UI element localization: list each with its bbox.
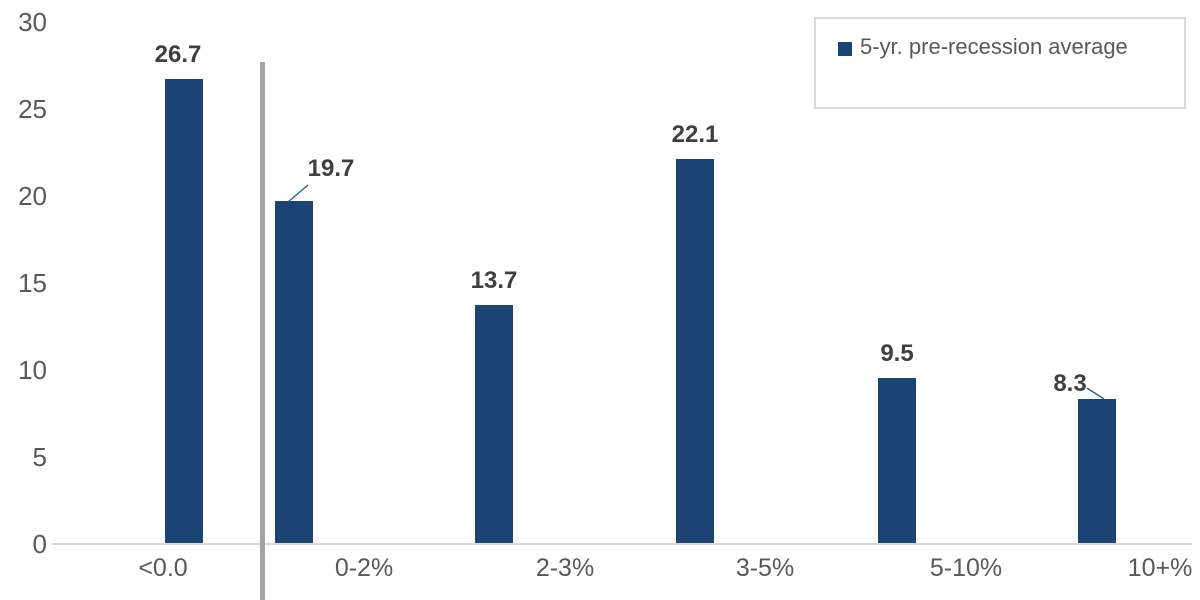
legend-series-marker-icon: [838, 42, 852, 56]
x-axis-category-label: 2-3%: [535, 554, 595, 582]
y-axis-tick-label: 25: [18, 93, 47, 124]
bar: [1078, 399, 1116, 544]
vertical-divider-line: [260, 62, 265, 600]
y-axis-tick-label: 30: [18, 6, 47, 37]
bar: [165, 78, 203, 544]
bar-value-label: 22.1: [671, 120, 719, 148]
y-axis-tick-label: 10: [18, 354, 47, 385]
bar-value-label: 9.5: [880, 340, 914, 368]
bar: [676, 158, 714, 544]
bar-value-label: 19.7: [307, 155, 355, 182]
legend: 5-yr. pre-recession average: [814, 17, 1186, 109]
x-axis-category-label: <0.0: [138, 554, 188, 582]
x-axis-category-label: 0-2%: [334, 554, 394, 582]
x-axis-line: [52, 543, 1192, 545]
x-axis-category-label: 10+%: [1127, 554, 1193, 582]
bar: [475, 305, 513, 544]
x-axis-category-label: 3-5%: [735, 554, 795, 582]
legend-label: 5-yr. pre-recession average: [860, 34, 1128, 59]
x-axis-category-label: 5-10%: [929, 554, 1003, 582]
bar-value-label: 8.3: [1053, 370, 1087, 397]
y-axis-tick-label: 15: [18, 267, 47, 298]
bar: [275, 200, 313, 544]
y-axis-tick-label: 5: [32, 441, 47, 472]
y-axis-tick-label: 20: [18, 180, 47, 211]
bar-value-label: 13.7: [470, 267, 518, 295]
bar: [878, 378, 916, 544]
bar-value-label: 26.7: [154, 40, 202, 68]
y-axis-tick-label: 0: [32, 528, 47, 559]
